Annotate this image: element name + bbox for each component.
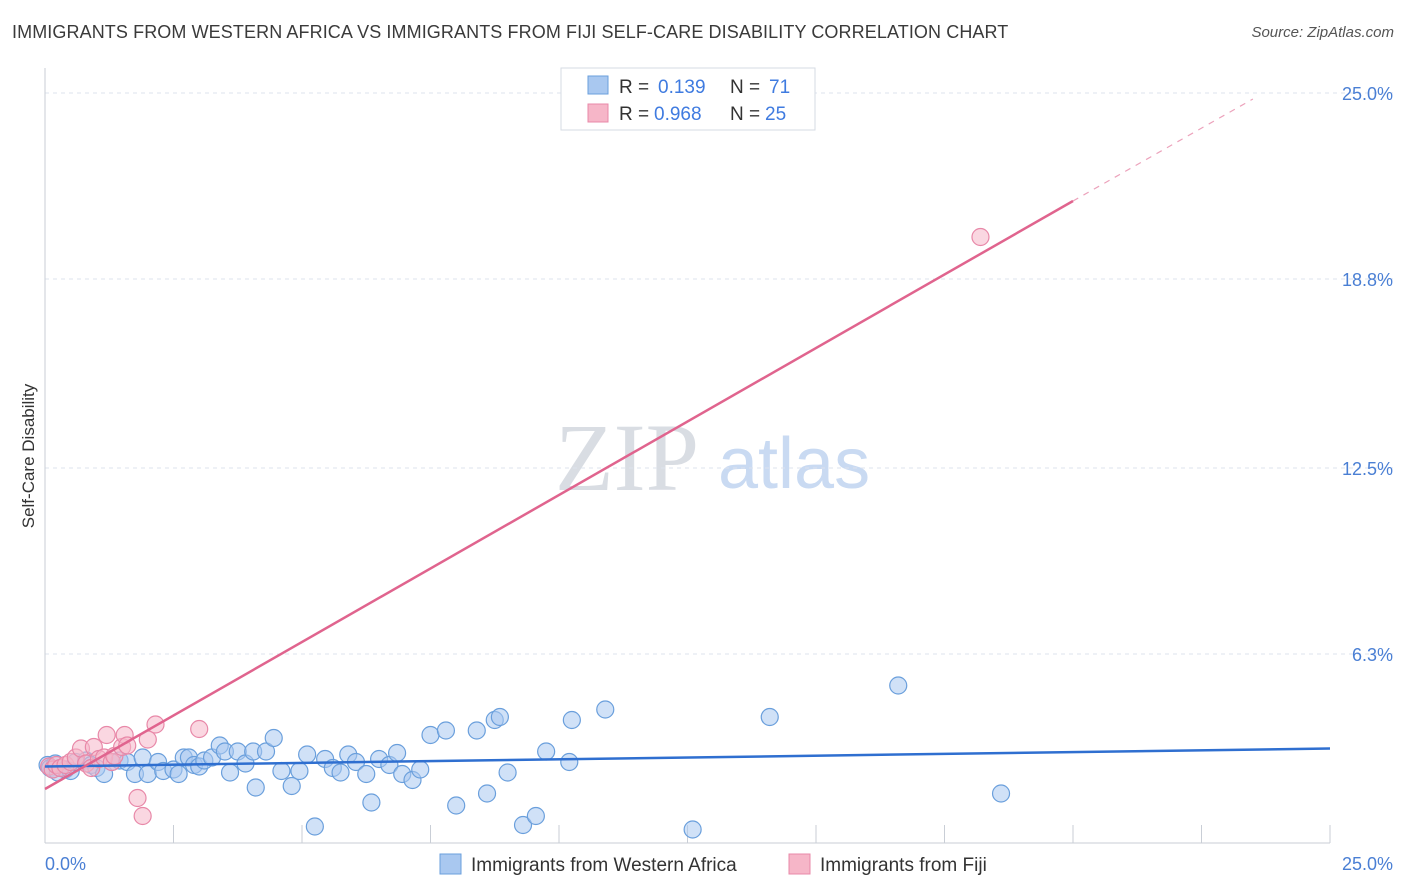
- data-point-western-africa: [562, 710, 581, 730]
- legend-n-value-1: 71: [769, 77, 790, 98]
- data-point-western-africa: [133, 748, 152, 767]
- trend-line-western-africa: [44, 747, 1331, 768]
- y-tick-label: 18.8%: [1342, 270, 1393, 290]
- y-tick-labels: 6.3% 12.5% 18.8% 25.0%: [1342, 84, 1393, 665]
- y-axis-label: Self-Care Disability: [19, 383, 38, 528]
- trend-lines: [44, 98, 1331, 791]
- data-point-western-africa: [537, 742, 556, 761]
- data-point-western-africa: [331, 763, 350, 782]
- data-point-fiji: [128, 788, 147, 808]
- x-tick-labels: 0.0% 25.0%: [45, 854, 1393, 874]
- series-legend-swatch-pink: [788, 853, 811, 875]
- data-point-western-africa: [264, 728, 283, 748]
- data-point-western-africa: [991, 784, 1011, 803]
- axes: [44, 68, 1331, 844]
- series-legend-swatch-blue: [439, 853, 462, 875]
- data-point-western-africa: [305, 817, 324, 836]
- y-tick-label: 6.3%: [1352, 645, 1393, 665]
- data-point-western-africa: [490, 707, 509, 727]
- series-legend-label-blue: Immigrants from Western Africa: [471, 855, 737, 876]
- data-point-western-africa: [596, 700, 615, 719]
- legend-n-label-1: N =: [730, 77, 760, 98]
- series-legend-label-pink: Immigrants from Fiji: [820, 855, 987, 876]
- data-point-western-africa: [246, 778, 265, 797]
- stats-legend: R = 0.139 N = 71 R = 0.968 N = 25: [560, 67, 816, 131]
- series-western-africa-points: [38, 676, 1011, 839]
- data-point-fiji: [133, 806, 152, 826]
- data-point-western-africa: [513, 815, 533, 835]
- data-point-western-africa: [421, 725, 440, 745]
- data-point-fiji: [190, 719, 209, 739]
- y-tick-label: 25.0%: [1342, 84, 1393, 104]
- legend-r-label-2: R =: [619, 104, 649, 125]
- legend-n-value-2: 25: [765, 104, 786, 125]
- data-point-western-africa: [357, 764, 376, 784]
- data-point-western-africa: [362, 793, 381, 812]
- data-point-western-africa: [526, 806, 545, 826]
- legend-r-value-1: 0.139: [658, 77, 706, 98]
- legend-n-label-2: N =: [730, 104, 760, 125]
- trend-line-fiji-extension: [1072, 98, 1254, 202]
- legend-r-value-2: 0.968: [654, 104, 702, 125]
- data-point-western-africa: [447, 796, 466, 815]
- data-point-western-africa: [411, 760, 430, 779]
- data-point-western-africa: [272, 761, 291, 781]
- data-point-western-africa: [169, 764, 188, 784]
- y-tick-label: 12.5%: [1342, 459, 1393, 479]
- watermark-atlas: atlas: [718, 424, 870, 504]
- data-point-western-africa: [683, 820, 702, 839]
- gridlines: [45, 92, 1395, 655]
- data-point-western-africa: [467, 721, 486, 740]
- source-credit: Source: ZipAtlas.com: [1251, 24, 1394, 41]
- data-point-western-africa: [498, 763, 517, 782]
- series-legend: Immigrants from Western Africa Immigrant…: [439, 853, 987, 876]
- data-point-western-africa: [256, 742, 276, 761]
- data-point-western-africa: [282, 776, 301, 796]
- legend-swatch-blue: [587, 75, 609, 95]
- data-point-fiji: [97, 725, 116, 745]
- data-point-western-africa: [560, 752, 579, 772]
- data-point-western-africa: [220, 763, 240, 782]
- series-fiji-points: [40, 227, 990, 826]
- data-point-western-africa: [889, 676, 908, 695]
- data-point-western-africa: [477, 784, 497, 803]
- data-point-western-africa: [760, 707, 779, 727]
- trend-line-fiji: [44, 199, 1074, 791]
- legend-r-label-1: R =: [619, 77, 649, 98]
- data-point-western-africa: [298, 745, 317, 764]
- data-point-fiji: [971, 227, 990, 247]
- data-point-western-africa: [290, 761, 309, 781]
- chart-title: IMMIGRANTS FROM WESTERN AFRICA VS IMMIGR…: [12, 22, 1009, 42]
- legend-swatch-pink: [587, 103, 609, 123]
- data-point-western-africa: [436, 721, 456, 740]
- x-tick-label: 25.0%: [1342, 854, 1393, 874]
- x-tick-label: 0.0%: [45, 854, 86, 874]
- data-point-western-africa: [387, 743, 407, 763]
